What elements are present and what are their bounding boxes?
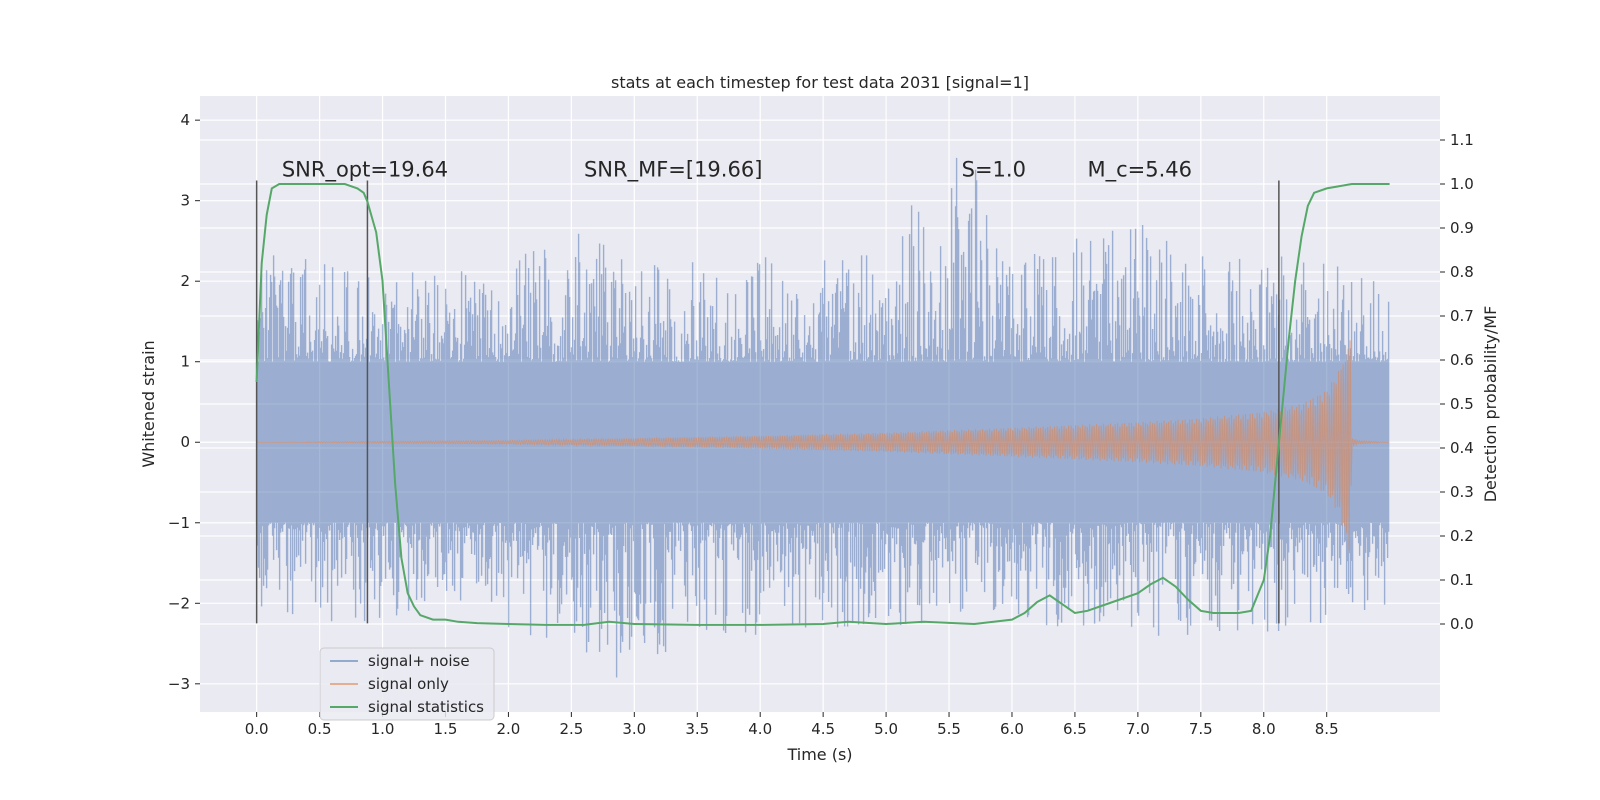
x-tick-label: 4.5 (811, 720, 835, 738)
y2-tick-label: 0.7 (1450, 307, 1474, 325)
data-layer (255, 157, 1390, 678)
legend-entry-statistics: signal statistics (368, 698, 484, 716)
chart-title: stats at each timestep for test data 203… (611, 73, 1029, 92)
x-tick-label: 1.0 (371, 720, 395, 738)
axes: 0.0 0.5 1.0 1.5 2.0 2.5 3.0 3.5 4.0 4.5 5.0 5.5 6.0 6… (168, 111, 1474, 738)
y2-tick-label: 0.6 (1450, 351, 1474, 369)
y2-tick-label: 0.9 (1450, 219, 1474, 237)
y2-tick-label: 1.1 (1450, 131, 1474, 149)
x-tick-label: 6.0 (1000, 720, 1024, 738)
legend-entry-noise: signal+ noise (368, 652, 470, 670)
annotations: SNR_opt=19.64 SNR_MF=[19.66] S=1.0 M_c=5.46 (282, 158, 1192, 183)
x-tick-label: 7.0 (1126, 720, 1150, 738)
y-tick-label: 2 (180, 272, 190, 290)
y2-tick-label: 0.3 (1450, 483, 1474, 501)
x-tick-label: 6.5 (1063, 720, 1087, 738)
x-axis-label: Time (s) (786, 745, 852, 764)
x-tick-label: 3.5 (685, 720, 709, 738)
x-tick-label: 7.5 (1189, 720, 1213, 738)
legend-box (319, 647, 495, 721)
x-tick-label: 1.5 (434, 720, 458, 738)
y2-tick-label: 0.5 (1450, 395, 1474, 413)
y-axis-label: Whitened strain (139, 340, 158, 467)
y2-tick-label: 0.0 (1450, 615, 1474, 633)
y-tick-label: 1 (180, 353, 190, 371)
x-tick-label: 5.0 (874, 720, 898, 738)
x-tick-label: 2.0 (496, 720, 520, 738)
x-tick-label: 0.5 (308, 720, 332, 738)
x-tick-label: 8.5 (1315, 720, 1339, 738)
y-tick-label: 4 (180, 111, 190, 129)
y2-axis-label: Detection probability/MF (1481, 306, 1500, 503)
annotation-text: SNR_opt=19.64 (282, 158, 448, 183)
y2-tick-label: 1.0 (1450, 175, 1474, 193)
series-signal-only (256, 340, 1390, 551)
x-tick-label: 4.0 (748, 720, 772, 738)
x-tick-label: 0.0 (245, 720, 269, 738)
y2-tick-label: 0.8 (1450, 263, 1474, 281)
x-tick-label: 8.0 (1252, 720, 1276, 738)
y-tick-label: −3 (168, 675, 190, 693)
annotation-text: SNR_MF=[19.66] (584, 158, 762, 183)
x-tick-label: 5.5 (937, 720, 961, 738)
annotation-text: S=1.0 (962, 158, 1026, 182)
x-tick-label: 3.0 (622, 720, 646, 738)
y-tick-label: 3 (180, 192, 190, 210)
legend: signal+ noise signal only signal statist… (319, 647, 495, 721)
y2-tick-label: 0.4 (1450, 439, 1474, 457)
y-tick-label: −2 (168, 594, 190, 612)
y2-tick-label: 0.2 (1450, 527, 1474, 545)
y-tick-label: 0 (180, 433, 190, 451)
y-tick-label: −1 (168, 514, 190, 532)
series-signal-statistics (255, 183, 1390, 626)
annotation-text: M_c=5.46 (1088, 158, 1193, 183)
x-tick-label: 2.5 (559, 720, 583, 738)
y2-tick-label: 0.1 (1450, 571, 1474, 589)
legend-entry-signal: signal only (368, 675, 449, 693)
